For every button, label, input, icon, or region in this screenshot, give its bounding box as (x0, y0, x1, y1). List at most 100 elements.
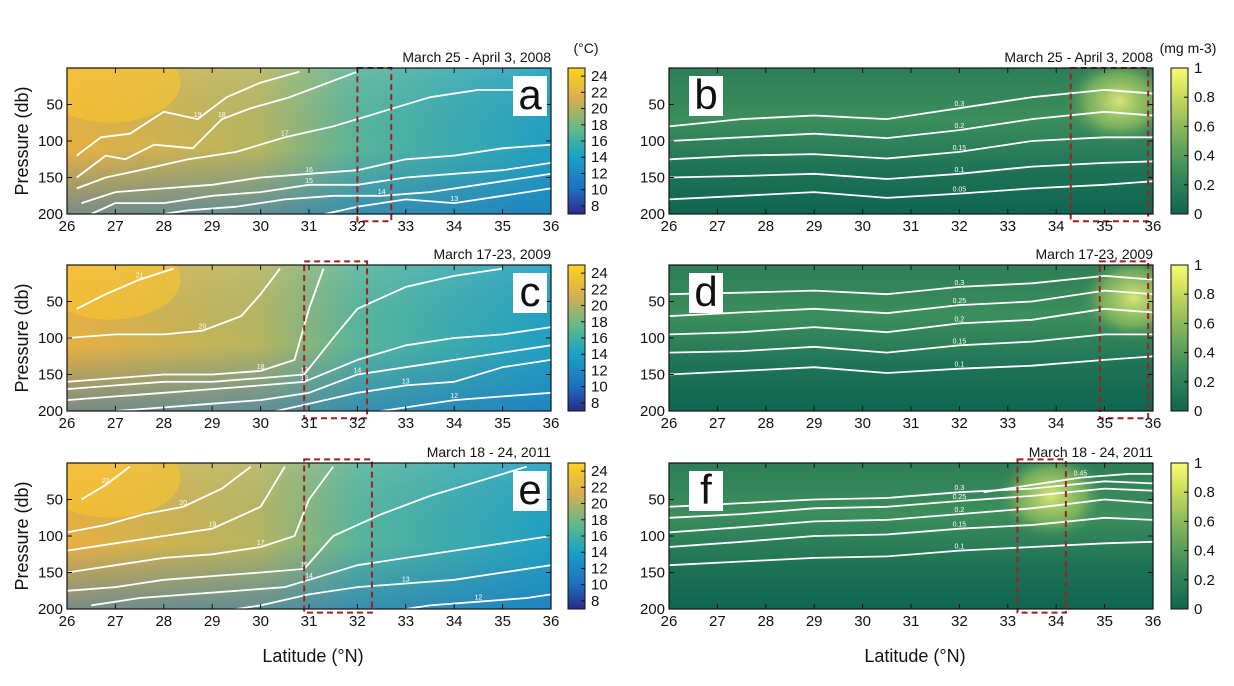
contour-label: 17 (281, 130, 289, 137)
y-tick-label: 100 (38, 330, 63, 347)
contour-line-0.2 (669, 307, 1153, 336)
contour-line-0.2 (669, 498, 1153, 534)
x-tick-label: 28 (155, 218, 172, 235)
colorbar-tick-label: 22 (591, 84, 608, 101)
colorbar-tick-label: 12 (591, 165, 608, 182)
contour-label: 13 (450, 196, 458, 203)
contour-line-0.45 (983, 472, 1153, 494)
contour-label: 15 (300, 562, 308, 569)
x-tick-label: 35 (1096, 218, 1113, 235)
panel-a: 13 14 15 16 17 18 19 26 27 28 29 30 31 32 33 34 35 36 50 10… (12, 49, 608, 235)
contour-line-19 (67, 466, 286, 552)
colorbar-tick-label: 18 (591, 512, 608, 529)
x-tick-label: 29 (806, 218, 823, 235)
contour-line-0.15 (669, 516, 1153, 548)
x-tick-label: 28 (757, 613, 774, 630)
contour-line-0.3 (669, 274, 1153, 296)
field-e: 12 13 14 15 17 19 20 22 (67, 463, 551, 609)
x-tick-label: 31 (903, 613, 920, 630)
x-tick-label: 30 (252, 218, 269, 235)
contour-label: 15 (305, 178, 313, 185)
highlight-box (303, 458, 373, 614)
contour-label: 0.1 (955, 167, 965, 174)
colorbar-tick-label: 24 (591, 463, 608, 480)
colorbar-tick-label: 20 (591, 298, 608, 315)
colorbar-tick-label: 22 (591, 281, 608, 298)
panel-title: March 25 - April 3, 2008 (1004, 49, 1153, 65)
y-tick-label: 200 (640, 601, 665, 618)
colorbar-tick-label: 0.6 (1194, 513, 1215, 530)
y-axis-label: Pressure (db) (12, 481, 32, 590)
x-tick-label: 28 (155, 415, 172, 432)
colorbar-tick-label: 0.4 (1194, 345, 1215, 362)
contour-label: 14 (305, 573, 313, 580)
y-tick-label: 150 (640, 170, 665, 187)
contour-label: 14 (378, 189, 386, 196)
panel-b: 0.05 0.1 0.15 0.2 0.3 26 27 28 29 30 31 32 33 34 35 36 5… (640, 49, 1215, 235)
contour-line-0.2 (669, 110, 1153, 142)
colorbar-tick-label: 0.8 (1194, 89, 1215, 106)
contour-label: 0.2 (955, 507, 965, 514)
x-tick-label: 28 (757, 415, 774, 432)
y-tick-label: 200 (38, 601, 63, 618)
contour-label: 0.25 (953, 298, 967, 305)
x-tick-label: 29 (204, 218, 221, 235)
contour-line-0.25 (669, 487, 1153, 519)
x-tick-label: 26 (59, 218, 76, 235)
x-tick-label: 34 (446, 415, 463, 432)
contour-label: 0.45 (1074, 471, 1088, 478)
y-tick-label: 100 (38, 133, 63, 150)
contour-label: 14 (354, 368, 362, 375)
y-tick-label: 50 (648, 294, 665, 311)
y-tick-label: 50 (648, 492, 665, 509)
x-tick-label: 32 (951, 218, 968, 235)
colorbar-tick-label: 10 (591, 379, 608, 396)
highlight-box (1016, 458, 1067, 614)
colorbar-tick-label: 18 (591, 117, 608, 134)
y-tick-label: 100 (38, 528, 63, 545)
x-tick-label: 27 (107, 613, 124, 630)
contour-line-18 (76, 70, 358, 179)
contour-line-12 (399, 593, 551, 609)
y-tick-label: 50 (46, 97, 63, 114)
colorbar-tick-label: 14 (591, 149, 608, 166)
y-tick-label: 200 (640, 206, 665, 223)
colorbar-tick-label: 16 (591, 528, 608, 545)
warm-core (67, 463, 181, 518)
panel-letter: a (518, 71, 542, 118)
panel-letter-badge (689, 273, 723, 313)
x-axis-label-left: Latitude (°N) (262, 646, 363, 666)
x-tick-label: 31 (903, 218, 920, 235)
contour-line-12 (375, 391, 551, 411)
field-b: 0.05 0.1 0.15 0.2 0.3 (669, 68, 1153, 214)
contour-line-16 (81, 143, 551, 204)
colorbar-tick-label: 0.8 (1194, 286, 1215, 303)
x-tick-label: 35 (1096, 613, 1113, 630)
y-tick-label: 100 (640, 133, 665, 150)
x-tick-label: 34 (1048, 218, 1065, 235)
y-tick-label: 150 (38, 367, 63, 384)
contour-line-13 (230, 564, 551, 609)
colorbar-tick-label: 0.4 (1194, 543, 1215, 560)
contour-line-0.3 (669, 480, 1153, 508)
x-tick-label: 33 (397, 218, 414, 235)
chlorophyll-bloom (996, 463, 1107, 541)
colorbar (1170, 264, 1189, 412)
colorbar-tick-label: 20 (591, 496, 608, 513)
x-tick-label: 28 (757, 218, 774, 235)
contour-label: 0.25 (953, 494, 967, 501)
x-tick-label: 33 (397, 415, 414, 432)
x-tick-label: 36 (543, 613, 560, 630)
x-tick-label: 31 (301, 218, 318, 235)
contour-line-0.1 (669, 540, 1153, 567)
panel-title: March 18 - 24, 2011 (1029, 444, 1153, 460)
contour-label: 0.3 (955, 101, 965, 108)
x-tick-label: 29 (806, 613, 823, 630)
contour-label: 21 (136, 273, 144, 280)
y-tick-label: 100 (640, 528, 665, 545)
colorbar (1170, 462, 1189, 610)
contour-line-17 (67, 267, 503, 390)
panel-title: March 18 - 24, 2011 (427, 444, 551, 460)
contour-label: 17 (257, 540, 265, 547)
